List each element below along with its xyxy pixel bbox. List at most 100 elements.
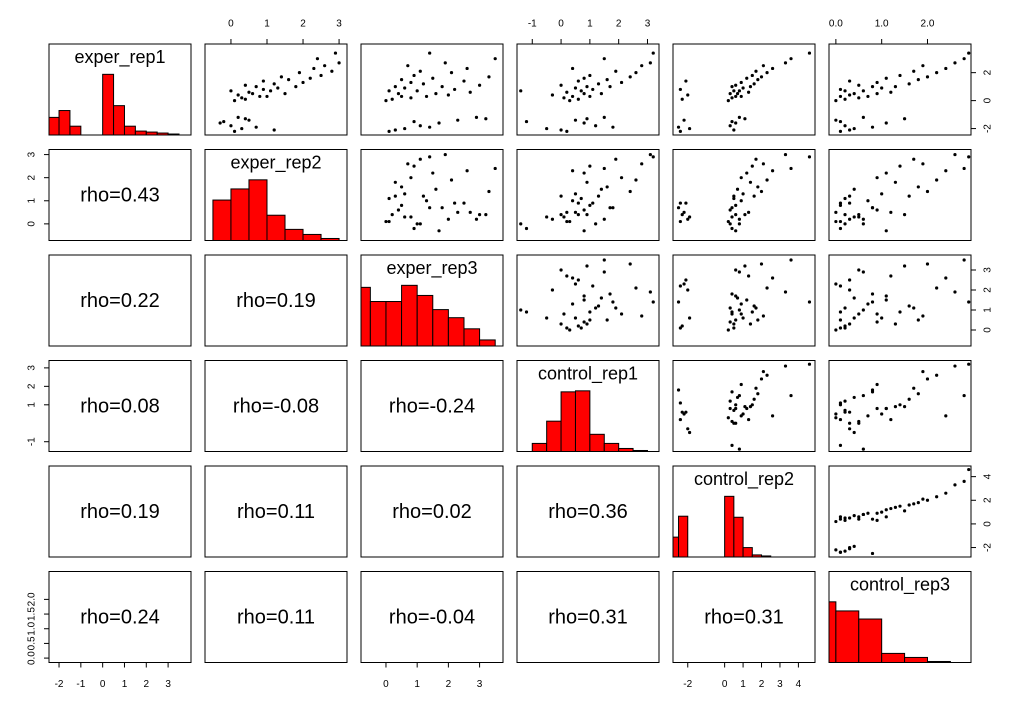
histogram-bar [835, 610, 860, 663]
y-tick-label: 2 [983, 497, 994, 503]
scatter-point [582, 76, 586, 80]
scatter-point [684, 79, 688, 83]
scatter-point [861, 222, 865, 226]
histogram-bar [574, 390, 591, 452]
scatter-point [568, 328, 572, 332]
scatter-point [393, 194, 397, 198]
y-tick-label: 1 [27, 198, 38, 204]
panel-border [360, 254, 504, 347]
scatter-point [748, 85, 753, 89]
panel-content [519, 51, 655, 133]
scatter-point [739, 199, 743, 203]
scatter-point [730, 96, 734, 100]
scatter-point [387, 219, 391, 224]
scatter-point [594, 306, 598, 310]
scatter-point [902, 264, 907, 268]
scatter-point [857, 213, 861, 217]
rho-label: rho=0.11 [237, 501, 315, 523]
scatter-point [935, 373, 939, 377]
scatter-point [468, 90, 472, 94]
scatter-point [559, 213, 563, 217]
y-tick-label: 2 [27, 174, 38, 180]
scatter-point [843, 306, 847, 310]
x-tick-label: 3 [645, 19, 651, 30]
scatter-point [838, 119, 843, 124]
y-tick-label: 1.5 [27, 607, 38, 621]
scatter-point [730, 206, 734, 210]
panel-border [828, 254, 972, 347]
scatter-point [770, 169, 775, 173]
scatter-point [565, 129, 569, 133]
scatter-point [474, 217, 479, 221]
scatter-point [935, 71, 939, 75]
scatter-point [477, 213, 482, 217]
scatter-point [614, 157, 618, 161]
scatter-point [848, 79, 852, 83]
y-tick-label: 1.0 [27, 621, 38, 635]
scatter-point [399, 78, 404, 82]
scatter-point [898, 403, 902, 407]
scatter-point [734, 268, 738, 272]
scatter-point [412, 73, 416, 78]
scatter-point [866, 94, 870, 99]
scatter-point [745, 76, 749, 80]
scatter-point [406, 64, 410, 68]
scatter-point [602, 115, 606, 119]
scatter-point [247, 90, 251, 94]
scatter-point [743, 213, 747, 217]
x-tick-label: 2 [446, 679, 452, 690]
scatter-point [875, 406, 879, 411]
scatter-point [323, 64, 327, 68]
x-tick-label: 4 [796, 679, 802, 690]
x-tick-label: 0.0 [829, 19, 843, 30]
scatter-point [789, 166, 793, 171]
scatter-point [628, 75, 632, 79]
scatter-point [519, 89, 523, 93]
histogram-bar [113, 105, 125, 135]
scatter-point [611, 125, 615, 129]
scatter-point [465, 66, 469, 71]
scatter-point [734, 94, 738, 99]
scatter-point [889, 90, 893, 94]
scatter-point [925, 262, 930, 266]
y-tick-label: 2 [983, 69, 994, 75]
scatter-point [870, 390, 875, 394]
scatter-point [297, 71, 302, 75]
scatter-point [596, 194, 601, 198]
scatter-point [599, 187, 603, 191]
x-tick-label: 1 [122, 679, 128, 690]
scatter-point [493, 57, 497, 61]
scatter-point [596, 82, 601, 86]
scatter-point [614, 306, 618, 310]
scatter-point [428, 125, 432, 129]
scatter-point [921, 497, 925, 501]
scatter-point [730, 312, 734, 316]
scatter-point [857, 312, 861, 316]
scatter-point [884, 406, 888, 411]
scatter-point [272, 82, 276, 86]
histogram-bar [463, 328, 481, 346]
scatter-point [912, 306, 916, 310]
scatter-point [838, 284, 843, 288]
scatter-point [735, 187, 740, 191]
histogram-bar [531, 442, 548, 452]
scatter-point [935, 286, 939, 290]
scatter-point [875, 518, 879, 522]
histogram-bar [432, 309, 449, 346]
scatter-point [843, 408, 847, 412]
histogram-bar [589, 433, 605, 452]
scatter-point [573, 118, 578, 122]
scatter-point [838, 326, 843, 330]
scatter-point [962, 393, 966, 398]
scatter-point [403, 86, 407, 90]
histogram-bar [678, 515, 689, 557]
scatter-point [741, 86, 745, 90]
scatter-point [484, 117, 488, 121]
scatter-point [396, 92, 401, 96]
scatter-point [866, 511, 870, 515]
scatter-point [565, 210, 569, 214]
scatter-point [857, 268, 861, 272]
scatter-point [761, 369, 765, 374]
scatter-point [838, 94, 843, 99]
scatter-point [678, 87, 682, 92]
